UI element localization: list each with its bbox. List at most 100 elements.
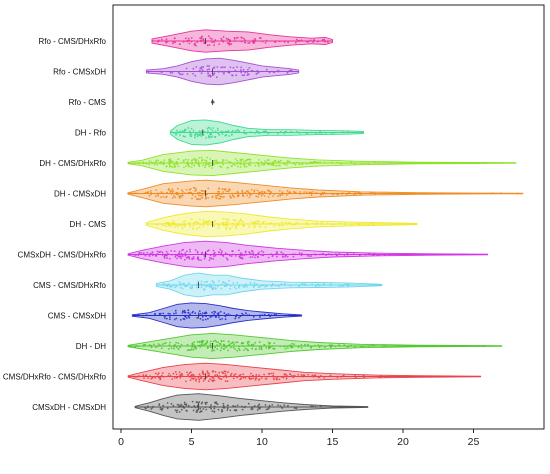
data-point: [231, 74, 233, 77]
data-point: [170, 402, 173, 405]
data-point: [324, 40, 326, 43]
data-point: [225, 284, 228, 287]
data-point: [169, 313, 171, 315]
data-point: [260, 348, 263, 351]
data-point: [255, 220, 258, 223]
data-point: [166, 402, 169, 404]
data-point: [264, 404, 267, 406]
data-point: [144, 375, 147, 377]
data-point: [489, 192, 492, 195]
data-point: [220, 166, 223, 169]
data-point: [176, 376, 178, 379]
data-point: [213, 41, 216, 44]
data-point: [188, 188, 191, 191]
data-point: [194, 189, 197, 192]
data-point: [252, 406, 254, 408]
data-point: [191, 406, 193, 408]
data-point: [391, 375, 393, 377]
data-point: [191, 159, 194, 161]
data-point: [242, 314, 245, 317]
data-point: [346, 346, 349, 348]
data-point: [223, 195, 225, 198]
data-point: [162, 283, 165, 285]
data-point: [165, 250, 168, 253]
data-point: [252, 252, 255, 255]
data-point: [163, 223, 166, 225]
data-point: [207, 130, 209, 133]
data-point: [316, 161, 318, 164]
data-point: [190, 40, 193, 43]
data-point: [162, 404, 165, 407]
data-point: [247, 190, 249, 193]
data-point: [215, 196, 218, 199]
data-point: [142, 374, 145, 376]
data-point: [288, 222, 291, 224]
data-point: [177, 342, 180, 345]
data-point: [241, 74, 244, 77]
data-point: [187, 159, 190, 161]
data-point: [257, 163, 260, 166]
data-point: [227, 42, 230, 45]
data-point: [149, 375, 152, 378]
data-point: [293, 407, 296, 409]
data-point: [199, 218, 201, 221]
data-point: [221, 371, 224, 374]
data-point: [243, 74, 246, 77]
data-point: [298, 132, 301, 134]
data-point: [208, 165, 211, 168]
data-point: [218, 43, 221, 45]
data-point: [350, 344, 353, 347]
data-point: [167, 375, 170, 377]
data-point: [200, 283, 203, 285]
data-point: [229, 40, 231, 42]
data-point: [176, 403, 179, 406]
data-point: [228, 194, 231, 197]
data-point: [170, 285, 173, 288]
data-point: [258, 191, 260, 194]
data-point: [190, 287, 193, 290]
data-point: [195, 411, 198, 413]
data-point: [203, 284, 206, 287]
data-point: [209, 136, 212, 139]
data-point: [373, 345, 376, 347]
data-point: [156, 250, 159, 253]
data-point: [253, 190, 256, 193]
data-point: [191, 400, 194, 403]
data-point: [443, 192, 446, 195]
data-point: [158, 162, 161, 165]
data-point: [241, 253, 243, 255]
data-point: [199, 377, 202, 380]
data-point: [202, 319, 204, 321]
data-point: [279, 345, 282, 348]
data-point: [233, 196, 236, 199]
data-point: [188, 130, 191, 133]
data-point: [197, 344, 200, 347]
data-point: [226, 166, 229, 169]
data-point: [286, 160, 289, 163]
data-point: [226, 404, 229, 407]
data-point: [238, 347, 241, 350]
data-point: [262, 254, 265, 257]
data-point: [363, 162, 366, 165]
data-point: [180, 372, 183, 375]
data-point: [206, 280, 208, 283]
data-point: [231, 225, 234, 228]
data-point: [197, 402, 200, 404]
data-point: [273, 313, 276, 316]
data-point: [352, 253, 355, 256]
data-point: [336, 376, 339, 379]
data-point: [225, 346, 228, 348]
data-point: [181, 73, 184, 76]
data-point: [219, 349, 222, 352]
data-point: [151, 251, 154, 254]
data-point: [296, 161, 298, 164]
data-point: [278, 224, 281, 227]
data-point: [358, 254, 361, 257]
data-point: [283, 163, 286, 166]
data-point: [174, 371, 177, 373]
data-point: [204, 159, 206, 162]
data-point: [300, 344, 303, 346]
data-point: [179, 255, 182, 258]
data-point: [277, 404, 279, 406]
data-point: [161, 372, 164, 374]
